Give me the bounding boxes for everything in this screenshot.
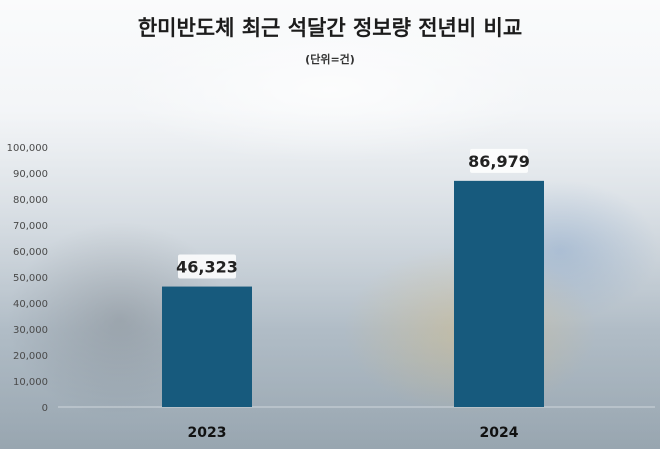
y-tick-label: 90,000 [13, 169, 48, 180]
bar-2024 [454, 180, 544, 407]
chart-unit-subtitle: (단위=건) [305, 53, 355, 66]
data-label-box [470, 148, 528, 173]
y-tick-label: 30,000 [13, 325, 48, 336]
data-label: 86,979 [468, 152, 530, 171]
y-tick-label: 20,000 [13, 351, 48, 362]
y-tick-label: 70,000 [13, 221, 48, 232]
x-tick-label: 2024 [480, 425, 519, 441]
y-tick-label: 10,000 [13, 377, 48, 388]
y-axis: 0 10,000 20,000 30,000 40,000 50,000 60,000 70,… [7, 143, 655, 414]
y-tick-label: 100,000 [7, 143, 48, 154]
y-tick-label: 60,000 [13, 247, 48, 258]
x-axis: 2023 2024 [188, 425, 519, 441]
data-label: 46,323 [176, 258, 238, 277]
bars: 46,323 86,979 [162, 148, 544, 407]
y-tick-label: 40,000 [13, 299, 48, 310]
bar-2023 [162, 286, 252, 407]
x-tick-label: 2023 [188, 425, 227, 441]
y-tick-label: 0 [42, 403, 48, 414]
data-label-box [178, 254, 236, 279]
y-tick-label: 80,000 [13, 195, 48, 206]
chart-title: 한미반도체 최근 석달간 정보량 전년비 비교 [137, 16, 523, 40]
y-tick-label: 50,000 [13, 273, 48, 284]
